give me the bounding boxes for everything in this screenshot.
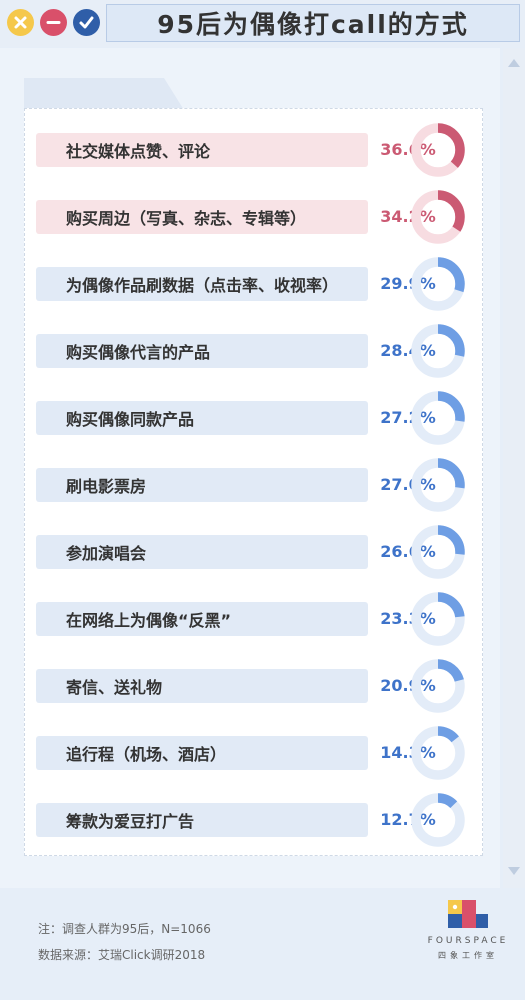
check-icon bbox=[79, 16, 94, 29]
value-label: 14.3% bbox=[380, 743, 436, 762]
donut-value-arc bbox=[411, 659, 465, 713]
donut-value-arc bbox=[411, 726, 465, 780]
donut-value-arc bbox=[411, 190, 465, 244]
donut-ring bbox=[411, 659, 465, 713]
donut-ring bbox=[411, 592, 465, 646]
donut-value-arc bbox=[411, 257, 465, 311]
donut-value-arc bbox=[411, 123, 465, 177]
bar-label: 参加演唱会 bbox=[36, 535, 368, 569]
donut-ring bbox=[411, 525, 465, 579]
page-title: 95后为偶像打call的方式 bbox=[106, 4, 520, 42]
value-label: 12.7% bbox=[380, 810, 436, 829]
data-source: 数据来源：艾瑞Click调研2018 bbox=[38, 948, 206, 962]
chevron-up-icon bbox=[508, 59, 520, 67]
donut-ring bbox=[411, 190, 465, 244]
donut-ring bbox=[411, 391, 465, 445]
donut-ring bbox=[411, 257, 465, 311]
logo-wordmark: FOURSPACE bbox=[427, 936, 509, 946]
scrollbar[interactable] bbox=[503, 48, 525, 888]
value-label: 36.6% bbox=[380, 140, 436, 159]
donut-value-arc bbox=[411, 391, 465, 445]
bar-label: 社交媒体点赞、评论 bbox=[36, 133, 368, 167]
bar-label: 购买偶像代言的产品 bbox=[36, 334, 368, 368]
donut-value-arc bbox=[411, 592, 465, 646]
foursquare-logo bbox=[448, 900, 488, 928]
donut-value-arc bbox=[411, 458, 465, 512]
value-label: 27.0% bbox=[380, 475, 436, 494]
close-window-button[interactable] bbox=[7, 9, 34, 36]
value-label: 34.2% bbox=[380, 207, 436, 226]
value-label: 26.6% bbox=[380, 542, 436, 561]
footer: 注：调查人群为95后，N=1066 数据来源：艾瑞Click调研2018 bbox=[0, 888, 525, 1000]
bar-label: 购买偶像同款产品 bbox=[36, 401, 368, 435]
donut-value-arc bbox=[411, 324, 465, 378]
bar-label: 在网络上为偶像“反黑” bbox=[36, 602, 368, 636]
scroll-down-button[interactable] bbox=[503, 860, 525, 882]
donut-ring bbox=[411, 458, 465, 512]
bar-label: 筹款为爱豆打广告 bbox=[36, 803, 368, 837]
bar-label: 购买周边（写真、杂志、专辑等） bbox=[36, 200, 368, 234]
bar-label: 为偶像作品刷数据（点击率、收视率） bbox=[36, 267, 368, 301]
value-label: 23.3% bbox=[380, 609, 436, 628]
close-icon bbox=[14, 16, 27, 29]
scroll-up-button[interactable] bbox=[503, 52, 525, 74]
donut-ring bbox=[411, 793, 465, 847]
value-label: 28.4% bbox=[380, 341, 436, 360]
donut-ring bbox=[411, 123, 465, 177]
value-label: 29.9% bbox=[380, 274, 436, 293]
donut-ring bbox=[411, 726, 465, 780]
sample-note: 注：调查人群为95后，N=1066 bbox=[38, 922, 211, 936]
minus-icon bbox=[46, 21, 61, 24]
title-bar: 95后为偶像打call的方式 bbox=[0, 0, 525, 47]
donut-value-arc bbox=[411, 525, 465, 579]
value-label: 27.2% bbox=[380, 408, 436, 427]
value-label: 20.9% bbox=[380, 676, 436, 695]
bar-label: 刷电影票房 bbox=[36, 468, 368, 502]
bar-label: 追行程（机场、酒店） bbox=[36, 736, 368, 770]
confirm-window-button[interactable] bbox=[73, 9, 100, 36]
donut-value-arc bbox=[411, 793, 465, 847]
logo-chinese-name: 四象工作室 bbox=[438, 951, 498, 960]
bar-label: 寄信、送礼物 bbox=[36, 669, 368, 703]
chevron-down-icon bbox=[508, 867, 520, 875]
minimize-window-button[interactable] bbox=[40, 9, 67, 36]
panel-tab bbox=[24, 78, 184, 110]
donut-ring bbox=[411, 324, 465, 378]
